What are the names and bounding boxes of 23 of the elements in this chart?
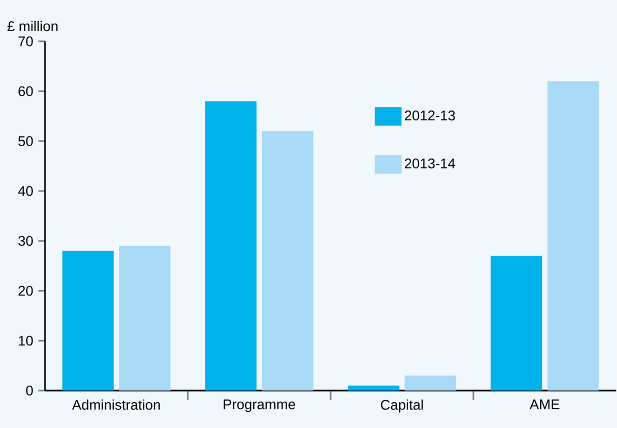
x-tick-label: Administration [72, 400, 160, 410]
bar [262, 131, 314, 391]
x-tick-label: AME [530, 400, 560, 410]
bar [404, 376, 456, 391]
y-axis-title: £ million [7, 20, 58, 32]
y-tick-label: 20 [18, 286, 33, 296]
bar [119, 246, 170, 391]
x-tick-label: Capital [380, 400, 423, 413]
legend-label: 2012-13 [404, 110, 455, 120]
bar [62, 250, 114, 391]
bar [348, 386, 400, 391]
bar [205, 101, 257, 391]
y-tick-label: 40 [18, 186, 33, 196]
x-tick-label: Programme [224, 400, 296, 412]
bar [490, 256, 542, 391]
bar [547, 81, 599, 391]
y-tick-label: 70 [18, 36, 33, 46]
y-tick-label: 60 [18, 86, 33, 96]
y-tick-label: 10 [18, 336, 33, 346]
y-tick-label: 30 [18, 236, 33, 246]
y-tick-label: 50 [18, 136, 33, 146]
legend-label: 2013-14 [404, 158, 456, 168]
y-tick-label: 0 [26, 386, 33, 396]
